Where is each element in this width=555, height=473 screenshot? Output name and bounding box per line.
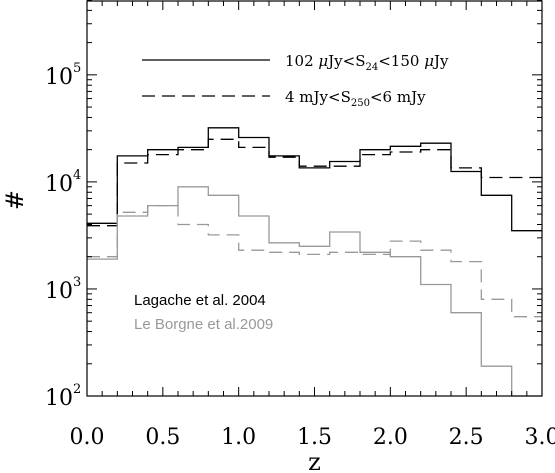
series-line-3 (87, 186, 542, 397)
annotation-2: Le Borgne et al.2009 (134, 316, 273, 333)
series-line-1 (87, 127, 542, 232)
y-tick-label: 103 (45, 275, 81, 304)
annotation-1: Lagache et al. 2004 (134, 292, 266, 309)
x-axis-label: z (308, 448, 321, 473)
x-tick-label: 3.0 (525, 425, 555, 450)
x-tick-label: 1.0 (221, 425, 256, 450)
x-tick-label: 0.5 (145, 425, 180, 450)
legend-label-1: 102 μJy<S24<150 μJy (285, 52, 449, 73)
y-axis-label: # (1, 190, 29, 210)
x-tick-label: 0.0 (70, 425, 105, 450)
axis-tick-labels: 0.0 0.5 1.0 1.5 2.0 2.5 3.0 102 103 104 105 (45, 61, 555, 450)
legend: 102 μJy<S24<150 μJy 4 mJy<S250<6 mJy (142, 52, 449, 109)
legend-label-2: 4 mJy<S250<6 mJy (285, 88, 426, 109)
x-tick-label: 2.0 (373, 425, 408, 450)
annotations: Lagache et al. 2004 Le Borgne et al.2009 (134, 292, 273, 333)
y-tick-label: 104 (45, 168, 81, 197)
y-tick-label: 105 (45, 61, 81, 90)
axis-ticks (86, 0, 543, 397)
x-tick-label: 2.5 (449, 425, 484, 450)
x-tick-label: 1.5 (297, 425, 332, 450)
series-line-4 (87, 204, 542, 318)
y-tick-label: 102 (45, 382, 81, 411)
series-layer (87, 127, 542, 397)
series-line-2 (87, 138, 542, 227)
